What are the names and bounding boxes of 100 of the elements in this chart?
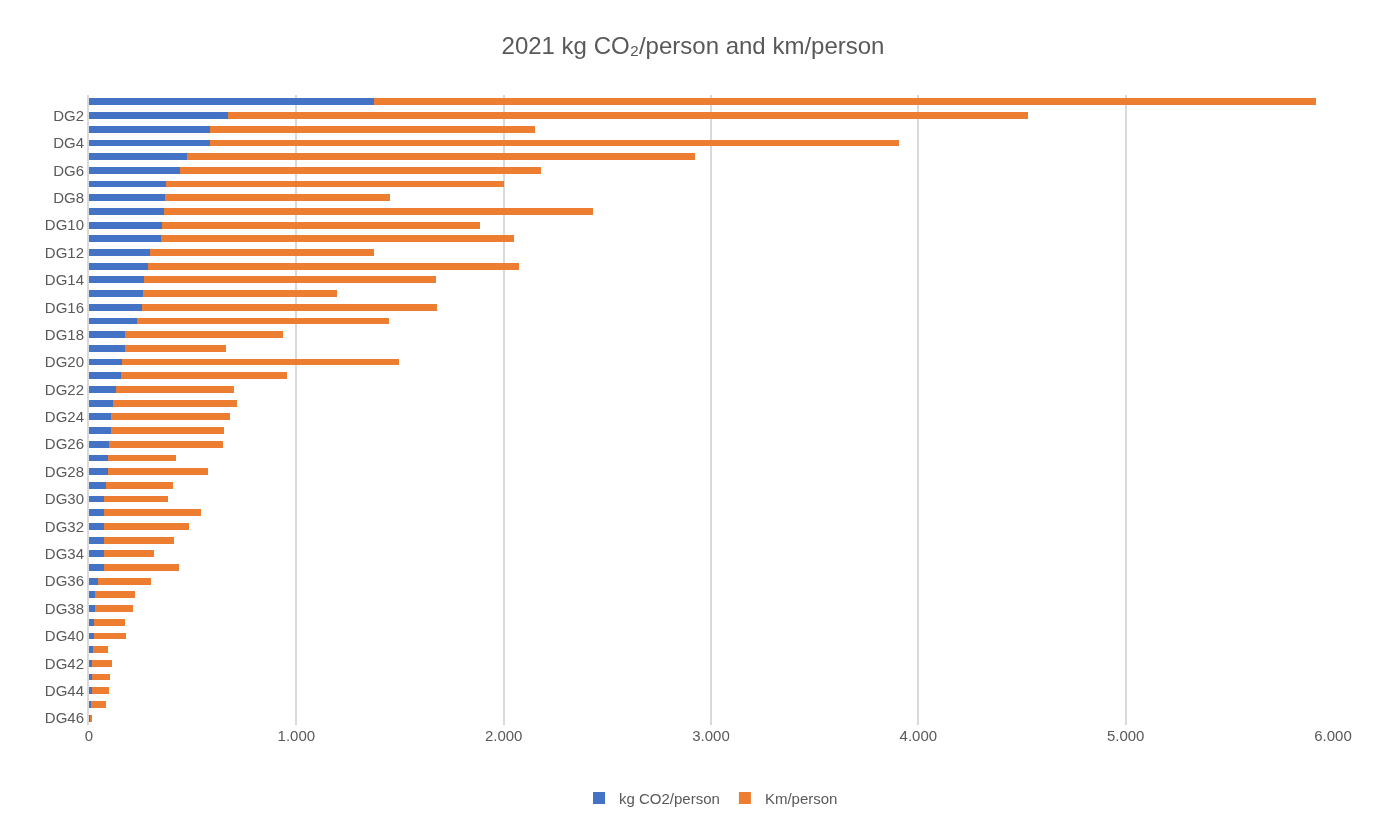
bar (89, 249, 151, 256)
bar (92, 687, 109, 695)
bar (180, 166, 541, 174)
bar (89, 522, 104, 530)
bar (115, 386, 235, 393)
x-tick-label: 4.000 (899, 727, 938, 744)
bar (103, 509, 201, 517)
bar (89, 646, 94, 654)
y-tick-label: DG10 (44, 216, 84, 234)
bar (89, 112, 228, 119)
x-tick-label: 6.000 (1314, 727, 1352, 744)
bar (105, 481, 173, 489)
bar (94, 618, 126, 626)
bar (108, 440, 223, 448)
bar (103, 536, 175, 544)
bar (95, 591, 135, 599)
bar (89, 153, 188, 161)
bar (89, 509, 104, 517)
x-tick-label: 5.000 (1106, 727, 1145, 744)
bar (89, 262, 149, 270)
bar (89, 440, 109, 448)
x-tick-label: 3.000 (692, 727, 730, 744)
bar (125, 344, 226, 352)
bar (141, 303, 438, 311)
bar (89, 495, 104, 503)
bar (89, 536, 104, 544)
bar (89, 399, 113, 407)
bar (89, 235, 161, 243)
y-tick-label: DG42 (44, 654, 84, 672)
y-tick-label: DG38 (44, 599, 84, 617)
bar (89, 303, 142, 311)
bar (89, 125, 211, 133)
bar (89, 591, 96, 599)
chart-title: 2021 kg CO₂/person and km/person (501, 32, 885, 60)
bar (92, 659, 112, 667)
bar (89, 331, 126, 339)
bar (227, 112, 1029, 119)
bar (89, 372, 122, 380)
bar (89, 276, 144, 284)
bar (89, 207, 164, 215)
y-tick-label: DG28 (44, 462, 84, 480)
bar (103, 564, 180, 571)
bar (89, 344, 126, 352)
bar (148, 262, 520, 270)
bar (143, 276, 437, 284)
bar (89, 687, 93, 695)
y-tick-label: DG20 (44, 353, 84, 371)
legend-label: Km/person (764, 789, 838, 807)
bar (121, 372, 287, 380)
bar (89, 468, 108, 476)
bar (95, 605, 133, 613)
y-tick-label: DG32 (44, 517, 84, 535)
y-tick-label: DG26 (44, 435, 84, 453)
y-tick-label: DG44 (44, 682, 84, 700)
bar (89, 166, 181, 174)
bar (89, 577, 99, 585)
y-tick-label: DG46 (44, 709, 84, 727)
bar (89, 550, 104, 558)
y-tick-label: DG16 (44, 298, 84, 316)
bar (93, 646, 108, 654)
bar (98, 577, 152, 585)
y-tick-label: DG30 (44, 490, 84, 508)
bar (163, 207, 593, 215)
bar (125, 331, 283, 339)
bar (89, 221, 162, 229)
bar (150, 249, 375, 256)
bar (160, 235, 515, 243)
bar (89, 618, 95, 626)
bar (107, 468, 209, 476)
bar (89, 481, 106, 489)
bar (103, 522, 189, 530)
x-tick-label: 2.000 (484, 727, 523, 744)
bar (89, 290, 143, 298)
bar (164, 194, 390, 202)
y-tick-label: DG40 (44, 627, 84, 645)
y-tick-label: DG22 (44, 380, 84, 398)
bar (89, 427, 111, 434)
bar (89, 605, 96, 613)
bar (112, 399, 238, 407)
bar (142, 290, 337, 298)
bar (110, 427, 224, 434)
bar (89, 413, 111, 421)
x-tick-label: 0 (84, 727, 94, 744)
bar (161, 221, 480, 229)
y-tick-label: DG8 (53, 188, 84, 206)
y-tick-label: DG12 (44, 243, 84, 261)
y-tick-label: DG24 (44, 408, 84, 426)
y-tick-label: DG4 (53, 134, 84, 152)
x-tick-label: 1.000 (277, 727, 316, 744)
bar (89, 564, 104, 571)
y-tick-label: DG2 (53, 106, 84, 124)
bar (89, 98, 375, 106)
y-tick-label: DG34 (44, 545, 84, 563)
bar (187, 153, 696, 161)
bar (91, 701, 106, 708)
y-tick-label: DG36 (44, 572, 84, 590)
bar (210, 125, 535, 133)
bar (89, 194, 165, 202)
bar (89, 386, 116, 393)
y-tick-label: DG14 (44, 271, 84, 289)
